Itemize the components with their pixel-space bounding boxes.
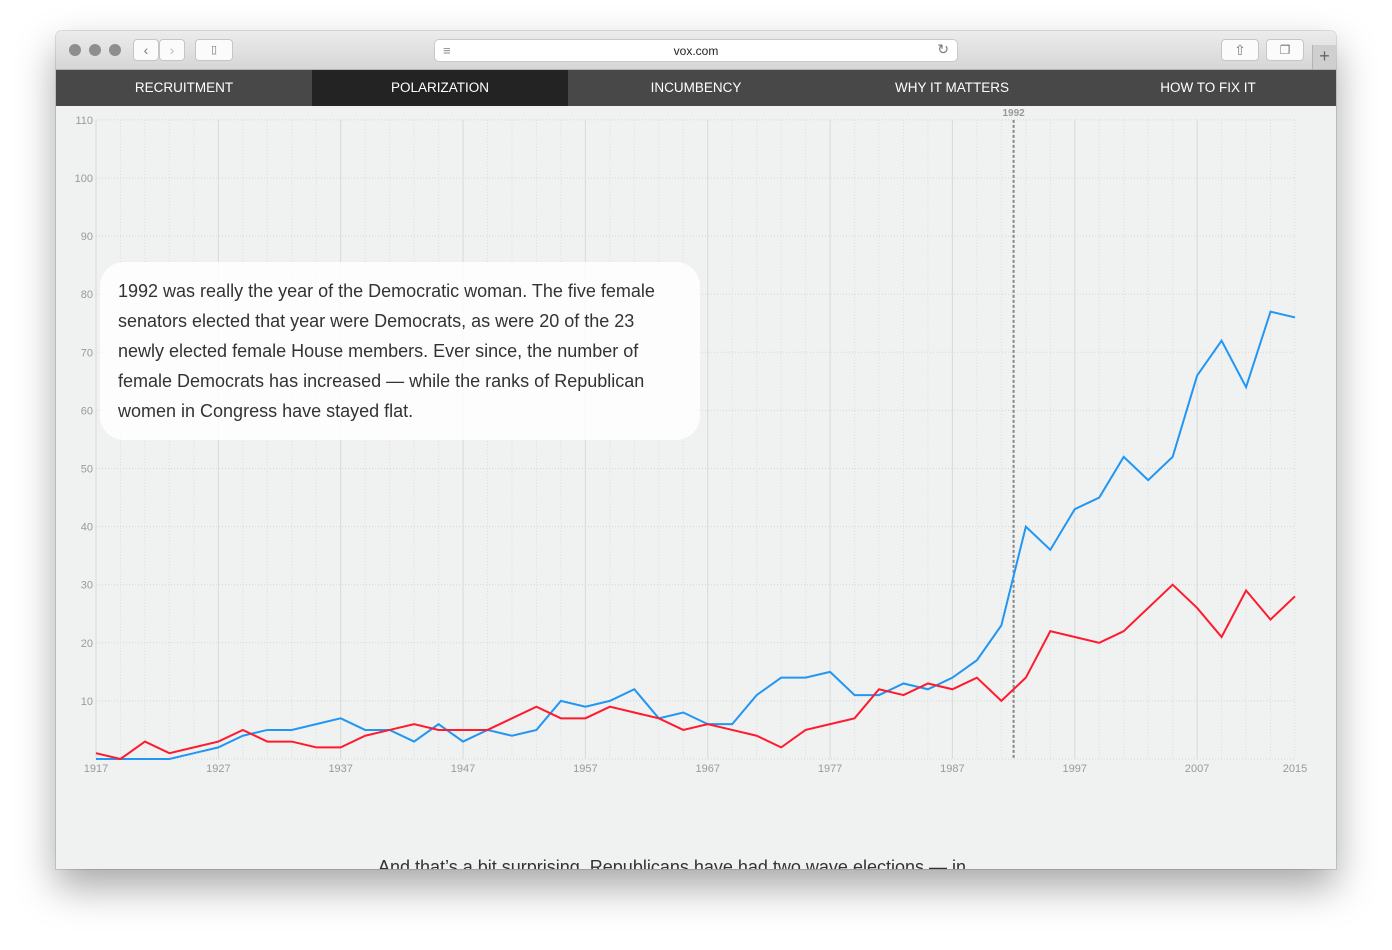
new-tab-icon[interactable]: + — [1312, 45, 1336, 69]
y-tick-label: 20 — [81, 638, 93, 650]
reader-icon[interactable]: ≡ — [443, 43, 451, 58]
y-tick-label: 60 — [81, 405, 93, 417]
url-text: vox.com — [673, 44, 719, 58]
x-tick-label: 2007 — [1185, 763, 1209, 775]
y-tick-label: 90 — [81, 231, 93, 243]
x-tick-label: 1957 — [573, 763, 597, 775]
series-line-republicans — [95, 583, 1296, 761]
nav-how-to-fix-it[interactable]: HOW TO FIX IT — [1160, 80, 1256, 95]
y-tick-label: 80 — [81, 289, 93, 301]
body-paragraph: And that’s a bit surprising. Republicans… — [378, 857, 966, 869]
forward-icon[interactable]: › — [159, 39, 185, 61]
reload-icon[interactable]: ↻ — [937, 41, 949, 57]
y-tick-label: 110 — [75, 115, 93, 127]
tabs-icon[interactable]: ❐ — [1266, 39, 1304, 61]
annotation-callout: 1992 was really the year of the Democrat… — [100, 262, 700, 440]
close-light[interactable] — [69, 44, 81, 56]
x-tick-label: 1987 — [940, 763, 964, 775]
address-bar[interactable]: ≡ vox.com ↻ — [434, 39, 958, 62]
x-tick-label: 1997 — [1063, 763, 1087, 775]
back-icon[interactable]: ‹ — [133, 39, 159, 61]
minimize-light[interactable] — [89, 44, 101, 56]
x-tick-label: 2015 — [1283, 763, 1307, 775]
x-tick-label: 1927 — [206, 763, 230, 775]
browser-window: ‹ › ▯ ≡ vox.com ↻ ⇧ ❐ + RECRUITMENT POLA… — [56, 31, 1336, 869]
annotation-label: 1992 — [1002, 108, 1025, 119]
share-icon[interactable]: ⇧ — [1221, 39, 1259, 61]
y-tick-label: 10 — [81, 696, 93, 708]
nav-recruitment[interactable]: RECRUITMENT — [134, 80, 234, 95]
y-tick-label: 100 — [75, 173, 93, 185]
y-tick-label: 50 — [81, 464, 93, 476]
title-bar: ‹ › ▯ ≡ vox.com ↻ ⇧ ❐ + — [56, 31, 1336, 70]
nav-why-it-matters[interactable]: WHY IT MATTERS — [894, 80, 1009, 95]
nav-incumbency[interactable]: INCUMBENCY — [650, 80, 742, 95]
y-tick-label: 70 — [81, 347, 93, 359]
y-tick-label: 30 — [81, 580, 93, 592]
x-tick-label: 1967 — [695, 763, 719, 775]
y-tick-label: 40 — [81, 522, 93, 534]
nav-polarization[interactable]: POLARIZATION — [312, 70, 568, 106]
x-tick-label: 1977 — [818, 763, 842, 775]
series-line-democrats — [96, 310, 1296, 760]
line-chart: 10 20 30 40 50 60 70 80 90 100 110 1917 1927 1937 1947… — [75, 108, 1308, 775]
x-tick-label: 1917 — [84, 763, 108, 775]
x-tick-label: 1947 — [451, 763, 475, 775]
zoom-light[interactable] — [109, 44, 121, 56]
section-nav: RECRUITMENT POLARIZATION INCUMBENCY WHY … — [56, 70, 1336, 106]
sidebar-icon[interactable]: ▯ — [195, 39, 233, 61]
x-tick-label: 1937 — [328, 763, 352, 775]
